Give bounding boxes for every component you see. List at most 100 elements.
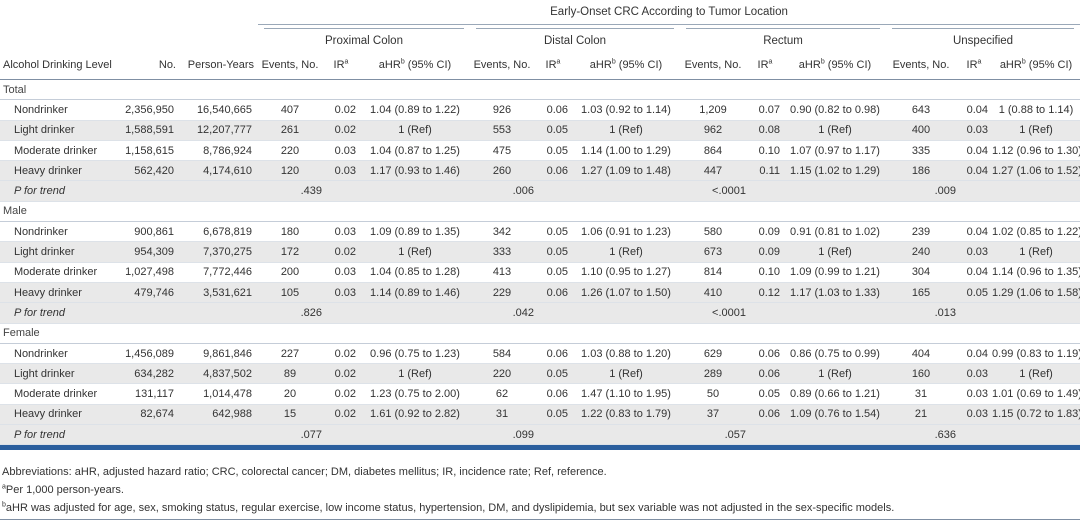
cell-events: 333 [470,241,534,263]
cell-events: 21 [886,404,956,426]
cell-ir: 0.03 [956,363,992,385]
cell-ir: 0.06 [534,383,572,405]
cell-ahr: 1 (Ref) [572,120,680,141]
col-ahr: aHRb (95% CI) [572,50,680,80]
cell-events: 240 [886,241,956,263]
cell-ahr: 1.17 (1.03 to 1.33) [784,282,886,304]
row-label: Light drinker [0,120,122,141]
cell-ir: 0.03 [956,120,992,141]
cell-ir: 0.05 [746,383,784,405]
p-trend-row: P for trend .826 .042 <.0001 .013 [0,302,1080,324]
p-trend-label: P for trend [0,424,122,446]
cell-events: 304 [886,262,956,283]
cell-ir: 0.05 [534,140,572,162]
super-title: Early-Onset CRC According to Tumor Locat… [258,0,1080,25]
col-ir: IRa [746,50,784,80]
cell-ahr: 1 (Ref) [572,241,680,263]
cell-events: 37 [680,404,746,426]
cell-events: 447 [680,160,746,182]
cell-ahr: 0.99 (0.83 to 1.19) [992,343,1080,365]
p-trend-row: P for trend .077 .099 .057 .636 [0,424,1080,446]
cell-no: 1,456,089 [122,343,180,365]
cell-events: 239 [886,221,956,243]
cell-ir: 0.05 [534,120,572,141]
cell-ahr: 0.91 (0.81 to 1.02) [784,221,886,243]
cell-ahr: 1.07 (0.97 to 1.17) [784,140,886,162]
p-trend-value: .057 [680,424,746,446]
p-trend-value: .077 [258,424,322,446]
cell-person-years: 8,786,924 [180,140,258,162]
cell-person-years: 3,531,621 [180,282,258,304]
cell-ahr: 1.02 (0.85 to 1.22) [992,221,1080,243]
cell-ir: 0.05 [534,221,572,243]
table-row: Nondrinker 1,456,089 9,861,846 227 0.02 0.96 … [0,343,1080,365]
section-header: Total [0,79,1080,101]
cell-ahr: 1.06 (0.91 to 1.23) [572,221,680,243]
cell-ir: 0.03 [956,383,992,405]
cell-ir: 0.02 [322,363,360,385]
cell-events: 50 [680,383,746,405]
cell-events: 400 [886,120,956,141]
cell-ahr: 1 (Ref) [784,120,886,141]
table-row: Nondrinker 900,861 6,678,819 180 0.03 1.09 (0… [0,221,1080,243]
cell-ir: 0.10 [746,140,784,162]
cell-events: 260 [470,160,534,182]
col-ahr: aHRb (95% CI) [360,50,470,80]
cell-ir: 0.06 [534,282,572,304]
cell-ir: 0.02 [322,383,360,405]
cell-ir: 0.03 [956,241,992,263]
row-label: Nondrinker [0,343,122,365]
cell-ir: 0.06 [746,343,784,365]
table-row: Moderate drinker 1,158,615 8,786,924 220 0.0… [0,140,1080,162]
cell-person-years: 6,678,819 [180,221,258,243]
cell-events: 864 [680,140,746,162]
group-proximal-colon: Proximal Colon [264,28,464,47]
accent-bar [0,445,1080,451]
cell-person-years: 7,772,446 [180,262,258,283]
cell-no: 479,746 [122,282,180,304]
row-label: Heavy drinker [0,282,122,304]
cell-ahr: 1.09 (0.76 to 1.54) [784,404,886,426]
cell-person-years: 9,861,846 [180,343,258,365]
table-row: Heavy drinker 562,420 4,174,610 120 0.03 1.17… [0,160,1080,182]
cell-events: 172 [258,241,322,263]
cell-ahr: 1.03 (0.88 to 1.20) [572,343,680,365]
col-ir: IRa [534,50,572,80]
cell-events: 410 [680,282,746,304]
cell-ir: 0.05 [534,241,572,263]
col-events: Events, No. [886,50,956,80]
cell-ir: 0.04 [956,140,992,162]
p-trend-value: <.0001 [680,302,746,324]
cell-events: 289 [680,363,746,385]
table-row: Nondrinker 2,356,950 16,540,665 407 0.02 1.04… [0,99,1080,121]
cell-ir: 0.04 [956,221,992,243]
p-trend-value: .826 [258,302,322,324]
cell-events: 105 [258,282,322,304]
cell-ir: 0.09 [746,221,784,243]
cell-ir: 0.02 [322,343,360,365]
cell-ahr: 1 (Ref) [572,363,680,385]
cell-ir: 0.05 [956,282,992,304]
cell-ahr: 1 (Ref) [360,363,470,385]
p-trend-value: <.0001 [680,180,746,202]
cell-person-years: 4,837,502 [180,363,258,385]
col-alcohol-level: Alcohol Drinking Level [0,50,122,80]
cell-ahr: 1 (Ref) [784,241,886,263]
cell-ahr: 1 (Ref) [992,241,1080,263]
cell-events: 15 [258,404,322,426]
cell-ahr: 1.14 (0.89 to 1.46) [360,282,470,304]
p-trend-value: .099 [470,424,534,446]
cell-events: 404 [886,343,956,365]
cell-no: 1,027,498 [122,262,180,283]
cell-ahr: 0.86 (0.75 to 0.99) [784,343,886,365]
cell-ir: 0.06 [534,343,572,365]
section-title: Male [0,201,1080,223]
cell-ahr: 1.09 (0.89 to 1.35) [360,221,470,243]
cell-ir: 0.05 [534,404,572,426]
cell-events: 553 [470,120,534,141]
cell-ir: 0.07 [746,99,784,121]
cell-ahr: 1 (Ref) [992,363,1080,385]
cell-events: 814 [680,262,746,283]
crc-table: Early-Onset CRC According to Tumor Locat… [0,0,1080,446]
cell-ahr: 1.01 (0.69 to 1.49) [992,383,1080,405]
